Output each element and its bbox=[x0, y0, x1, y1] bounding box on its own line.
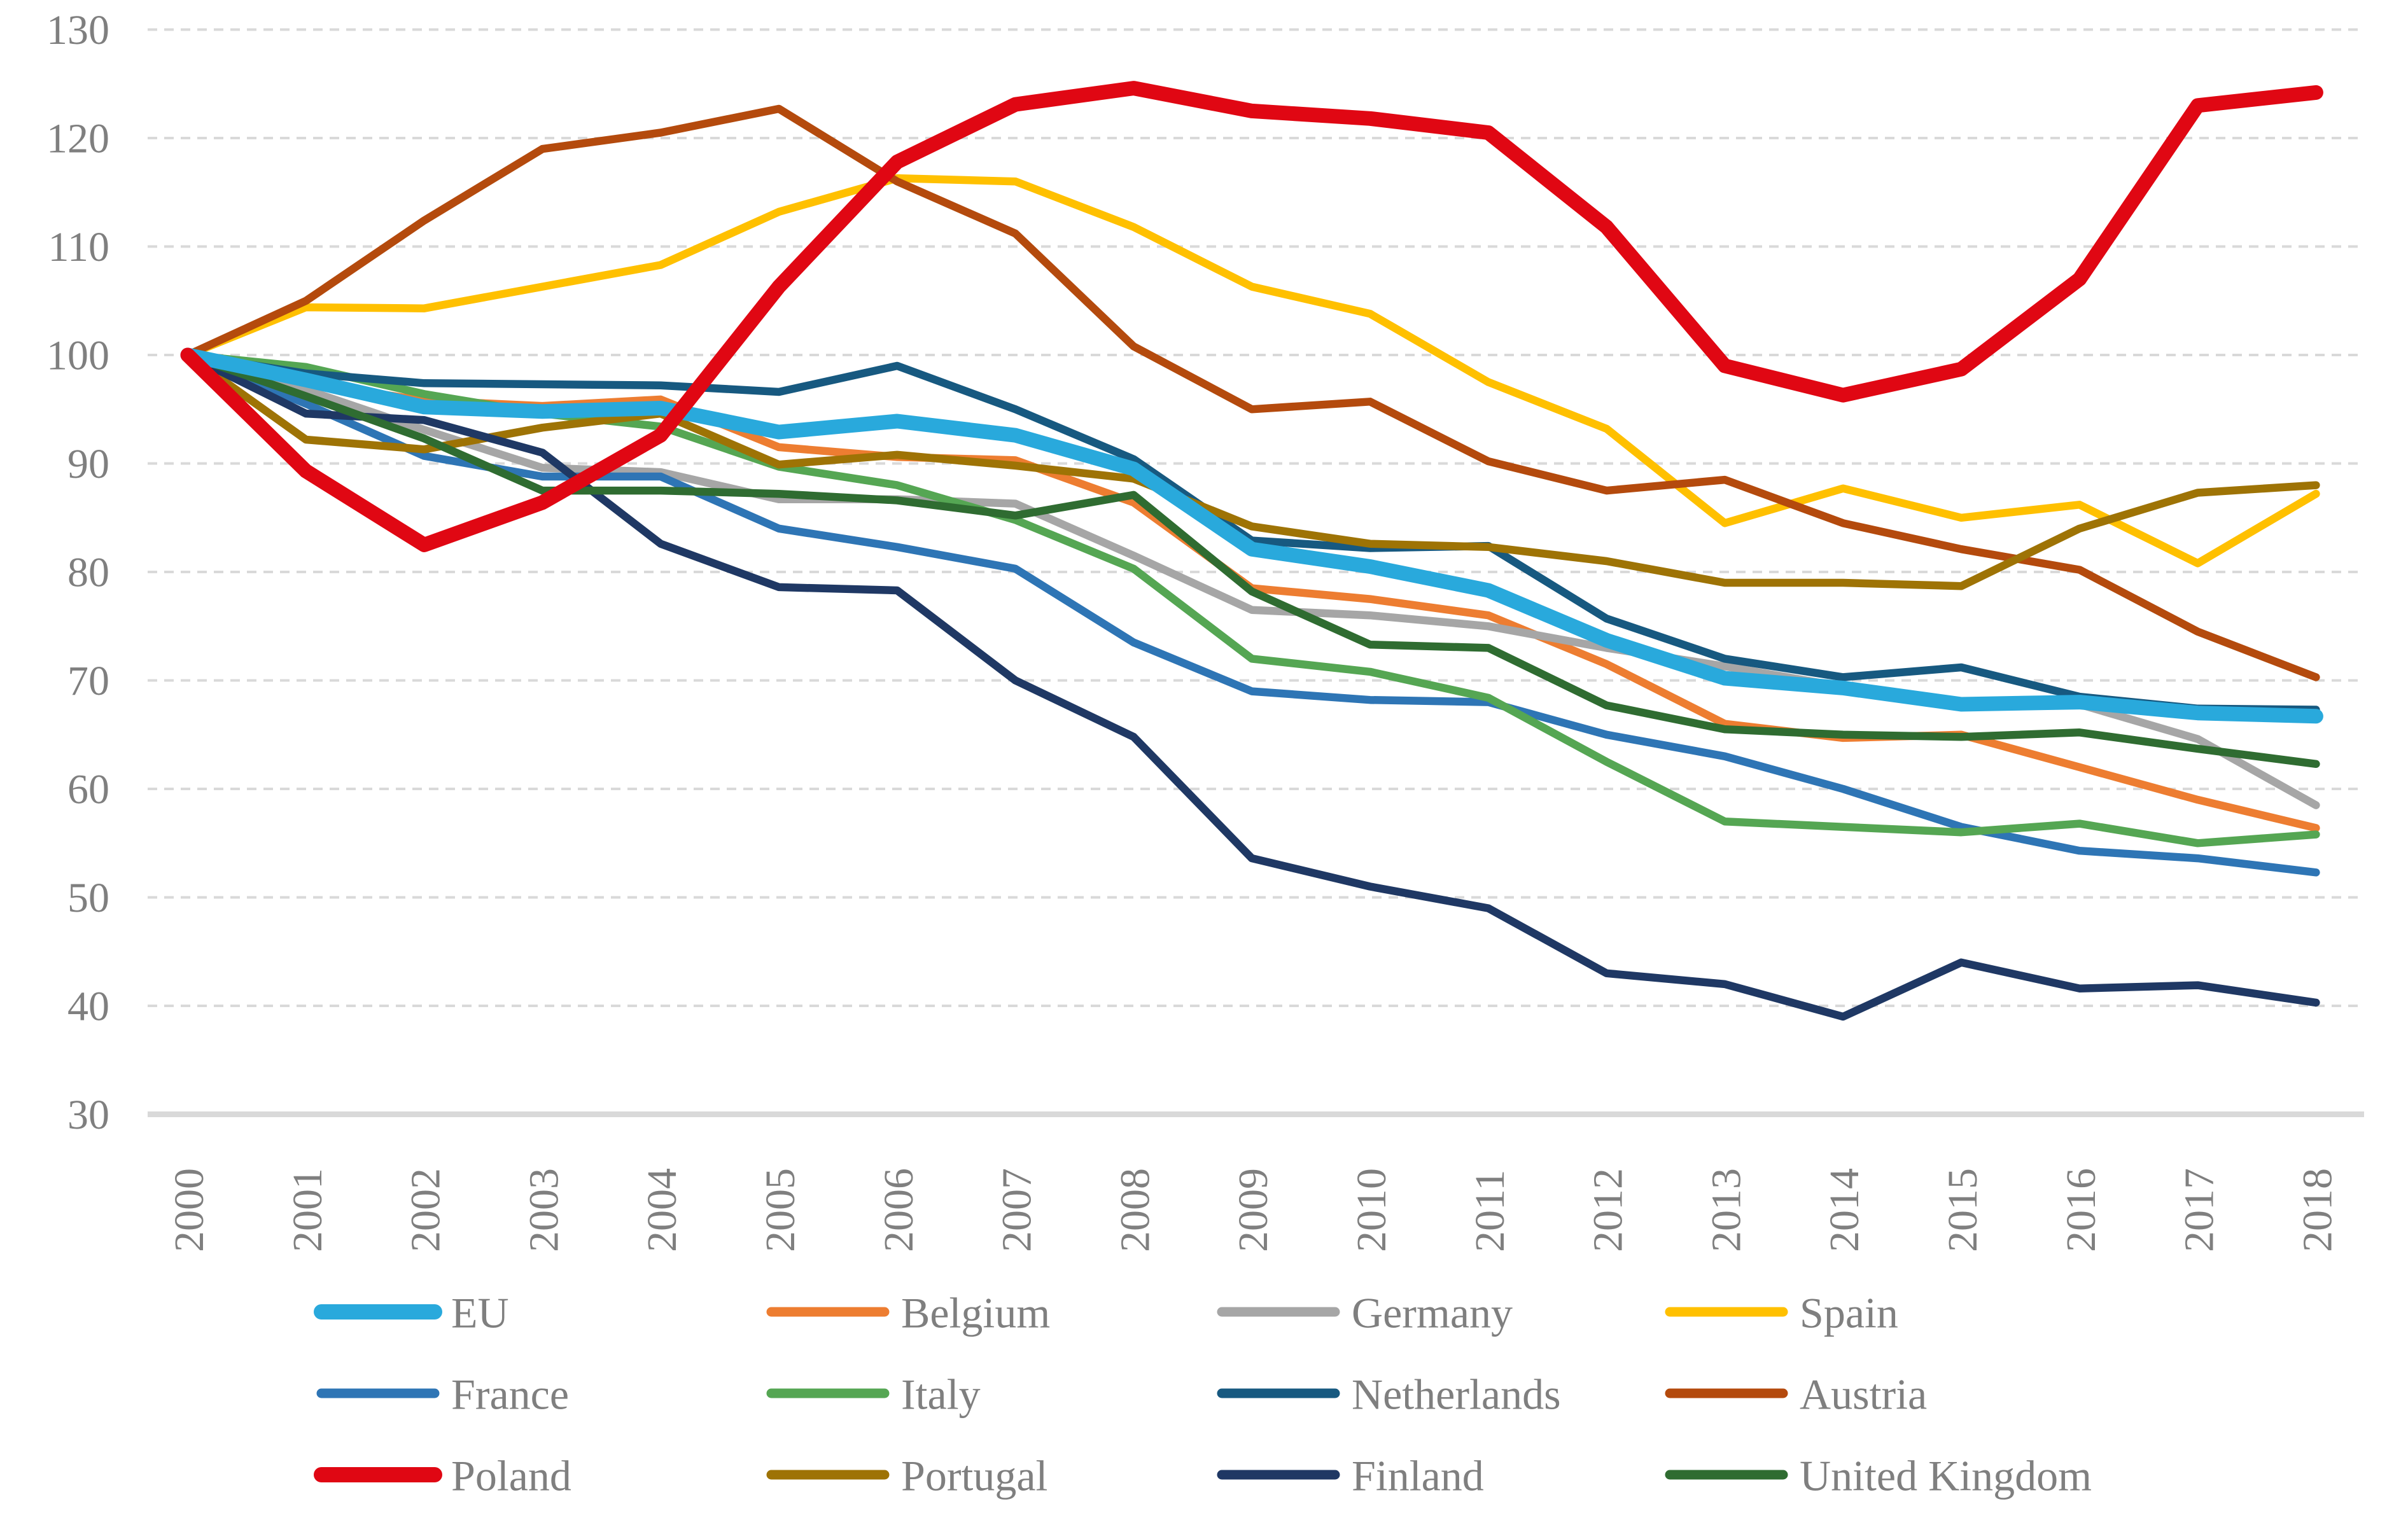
legend-label-belgium: Belgium bbox=[901, 1288, 1050, 1337]
y-tick-label: 80 bbox=[67, 549, 109, 595]
x-tick-label: 2006 bbox=[876, 1168, 922, 1252]
y-tick-label: 110 bbox=[48, 224, 109, 270]
series-line-italy bbox=[183, 351, 2320, 847]
series-line-finland bbox=[183, 351, 2320, 1021]
x-tick-label: 2016 bbox=[2058, 1168, 2104, 1252]
x-tick-label: 2018 bbox=[2294, 1168, 2341, 1252]
legend-label-poland: Poland bbox=[451, 1451, 571, 1500]
x-tick-label: 2017 bbox=[2176, 1168, 2223, 1252]
legend-label-spain: Spain bbox=[1800, 1288, 1898, 1337]
series-line-united-kingdom bbox=[183, 351, 2320, 769]
series-line-portugal bbox=[183, 351, 2320, 590]
y-tick-label: 50 bbox=[67, 875, 109, 921]
x-tick-label: 2012 bbox=[1585, 1168, 1632, 1252]
x-tick-label: 2004 bbox=[639, 1168, 685, 1252]
legend-label-italy: Italy bbox=[901, 1370, 981, 1418]
y-tick-label: 100 bbox=[46, 332, 109, 379]
legend-label-france: France bbox=[451, 1370, 569, 1418]
legend-label-austria: Austria bbox=[1800, 1370, 1927, 1418]
y-tick-label: 60 bbox=[67, 766, 109, 812]
x-tick-label: 2010 bbox=[1348, 1168, 1395, 1252]
series-line-france bbox=[183, 351, 2320, 877]
legend-label-portugal: Portugal bbox=[901, 1451, 1047, 1500]
x-tick-label: 2009 bbox=[1230, 1168, 1277, 1252]
x-tick-label: 2001 bbox=[284, 1168, 331, 1252]
legend-label-finland: Finland bbox=[1352, 1451, 1484, 1500]
x-tick-label: 2002 bbox=[403, 1168, 449, 1252]
y-tick-label: 120 bbox=[46, 115, 109, 162]
x-tick-label: 2000 bbox=[166, 1168, 213, 1252]
y-tick-label: 30 bbox=[67, 1092, 109, 1138]
series-line-poland bbox=[180, 81, 2323, 552]
x-tick-label: 2003 bbox=[521, 1168, 567, 1252]
legend-label-netherlands: Netherlands bbox=[1352, 1370, 1561, 1418]
x-tick-label: 2007 bbox=[994, 1168, 1040, 1252]
x-tick-label: 2014 bbox=[1821, 1168, 1868, 1252]
legend-label-germany: Germany bbox=[1352, 1288, 1513, 1337]
legend-label-eu: EU bbox=[451, 1288, 509, 1337]
y-tick-label: 130 bbox=[46, 7, 109, 53]
x-tick-label: 2005 bbox=[757, 1168, 804, 1252]
series-line-spain bbox=[183, 174, 2320, 568]
series-line-austria bbox=[183, 104, 2320, 681]
x-tick-label: 2008 bbox=[1112, 1168, 1158, 1252]
legend-label-united-kingdom: United Kingdom bbox=[1800, 1451, 2092, 1500]
y-tick-label: 40 bbox=[67, 983, 109, 1029]
x-tick-label: 2011 bbox=[1467, 1169, 1513, 1252]
x-tick-label: 2013 bbox=[1703, 1168, 1749, 1252]
y-tick-label: 90 bbox=[67, 441, 109, 487]
y-tick-label: 70 bbox=[67, 658, 109, 704]
x-tick-label: 2015 bbox=[1940, 1168, 1986, 1252]
series-line-eu bbox=[180, 347, 2323, 724]
